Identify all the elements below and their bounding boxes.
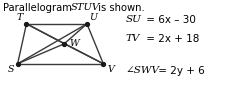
Text: V: V (107, 65, 114, 74)
Text: = 6x – 30: = 6x – 30 (143, 15, 196, 25)
Text: TV: TV (126, 34, 140, 43)
Text: U: U (89, 13, 97, 22)
Text: = 2y + 6: = 2y + 6 (155, 66, 205, 76)
Text: SU: SU (126, 15, 142, 24)
Text: T: T (17, 13, 23, 22)
Text: STUV: STUV (71, 3, 100, 12)
Text: Parallelogram: Parallelogram (3, 3, 75, 13)
Text: is shown.: is shown. (95, 3, 145, 13)
Text: ∠SWV: ∠SWV (126, 66, 160, 75)
Text: S: S (8, 65, 15, 74)
Text: W: W (69, 39, 79, 48)
Text: = 2x + 18: = 2x + 18 (143, 34, 199, 44)
